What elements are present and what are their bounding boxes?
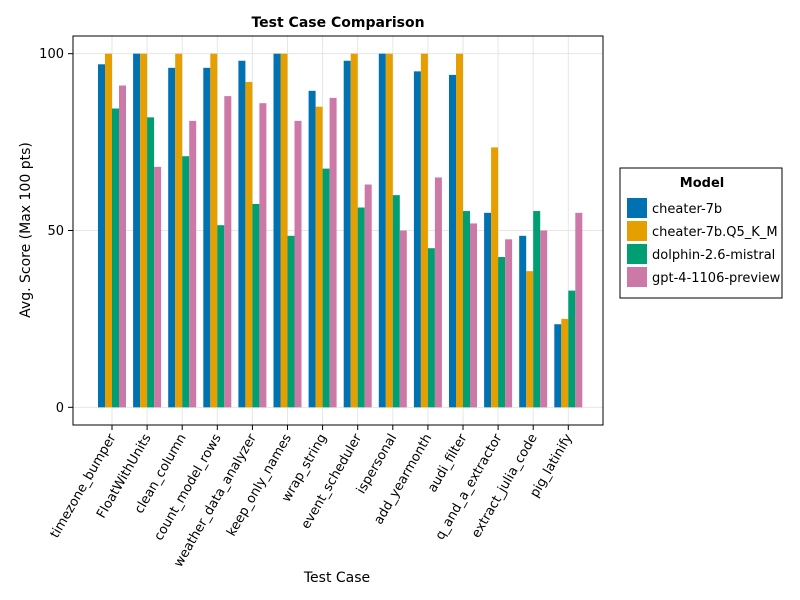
bar-gpt-4-1106-preview-wrap_string [329,97,337,408]
legend-label: gpt-4-1106-preview [652,271,781,286]
bar-cheater-7b.Q5_K_M-weather_data_analyzer [245,81,253,408]
bar-cheater-7b-add_yearmonth [413,71,421,408]
bar-dolphin-2.6-mistral-weather_data_analyzer [252,203,260,408]
bar-dolphin-2.6-mistral-timezone_bumper [112,108,119,408]
bar-dolphin-2.6-mistral-add_yearmonth [427,248,435,408]
bar-gpt-4-1106-preview-audi_filter [470,223,477,408]
bar-cheater-7b.Q5_K_M-extract_julia_code [526,271,534,408]
bar-gpt-4-1106-preview-pig_latinify [575,212,583,408]
bar-dolphin-2.6-mistral-FloatWithUnits [147,117,155,408]
bar-cheater-7b-weather_data_analyzer [238,60,246,408]
legend-title: Model [680,176,724,191]
y-tick-label: 100 [39,47,64,62]
bar-dolphin-2.6-mistral-extract_julia_code [533,211,541,408]
bar-cheater-7b.Q5_K_M-add_yearmonth [420,53,428,408]
bars [98,53,583,408]
legend-label: cheater-7b [652,202,722,217]
bar-cheater-7b.Q5_K_M-wrap_string [315,106,323,408]
bar-cheater-7b-timezone_bumper [98,64,105,408]
bar-gpt-4-1106-preview-clean_column [189,120,197,408]
bar-dolphin-2.6-mistral-count_model_rows [217,225,225,408]
bar-cheater-7b-event_scheduler [343,60,351,408]
bar-gpt-4-1106-preview-keep_only_names [294,120,302,408]
legend-swatch [627,198,647,218]
bar-gpt-4-1106-preview-count_model_rows [224,96,232,408]
bar-cheater-7b.Q5_K_M-clean_column [175,53,183,408]
bar-dolphin-2.6-mistral-keep_only_names [287,235,295,408]
bar-dolphin-2.6-mistral-wrap_string [322,168,330,408]
bar-cheater-7b.Q5_K_M-FloatWithUnits [140,53,148,408]
y-tick-label: 0 [56,401,64,416]
bar-cheater-7b.Q5_K_M-audi_filter [456,53,463,408]
bar-dolphin-2.6-mistral-pig_latinify [568,290,576,408]
bar-gpt-4-1106-preview-FloatWithUnits [154,166,162,408]
bar-dolphin-2.6-mistral-q_and_a_extractor [498,257,506,408]
x-axis-label: Test Case [303,570,370,586]
bar-cheater-7b-keep_only_names [273,53,281,408]
bar-gpt-4-1106-preview-q_and_a_extractor [505,239,513,408]
y-tick-label: 50 [47,224,64,239]
chart-title: Test Case Comparison [251,15,424,31]
y-axis-label: Avg. Score (Max 100 pts) [18,142,34,318]
legend-label: dolphin-2.6-mistral [652,248,775,263]
bar-dolphin-2.6-mistral-ispersonal [392,195,400,408]
legend-swatch [627,221,647,241]
bar-cheater-7b.Q5_K_M-ispersonal [385,53,393,408]
bar-gpt-4-1106-preview-add_yearmonth [434,177,442,408]
bar-cheater-7b-count_model_rows [203,67,211,408]
bar-cheater-7b.Q5_K_M-keep_only_names [280,53,288,408]
bar-cheater-7b.Q5_K_M-event_scheduler [350,53,358,408]
bar-cheater-7b-audi_filter [449,74,456,408]
bar-cheater-7b-clean_column [168,67,176,408]
bar-gpt-4-1106-preview-weather_data_analyzer [259,103,267,408]
bar-cheater-7b.Q5_K_M-count_model_rows [210,53,218,408]
bar-cheater-7b-q_and_a_extractor [484,212,492,408]
bar-cheater-7b-pig_latinify [554,324,562,408]
bar-cheater-7b.Q5_K_M-q_and_a_extractor [491,147,499,408]
bar-dolphin-2.6-mistral-audi_filter [463,211,470,408]
bar-cheater-7b.Q5_K_M-pig_latinify [561,318,569,408]
bar-cheater-7b.Q5_K_M-timezone_bumper [105,53,112,408]
legend-swatch [627,244,647,264]
bar-cheater-7b-wrap_string [308,90,316,408]
bar-gpt-4-1106-preview-extract_julia_code [540,230,548,408]
legend: Model cheater-7b cheater-7b.Q5_K_Mdolphin… [619,167,783,299]
bar-dolphin-2.6-mistral-event_scheduler [357,207,365,408]
bar-cheater-7b-FloatWithUnits [133,53,141,408]
bar-cheater-7b-ispersonal [378,53,386,408]
bar-gpt-4-1106-preview-event_scheduler [364,184,372,408]
legend-label: cheater-7b.Q5_K_M [652,225,778,240]
legend-swatch [627,267,647,287]
bar-gpt-4-1106-preview-ispersonal [399,230,407,408]
bar-dolphin-2.6-mistral-clean_column [182,156,190,408]
bar-cheater-7b-extract_julia_code [519,235,527,408]
bar-gpt-4-1106-preview-timezone_bumper [119,85,126,408]
